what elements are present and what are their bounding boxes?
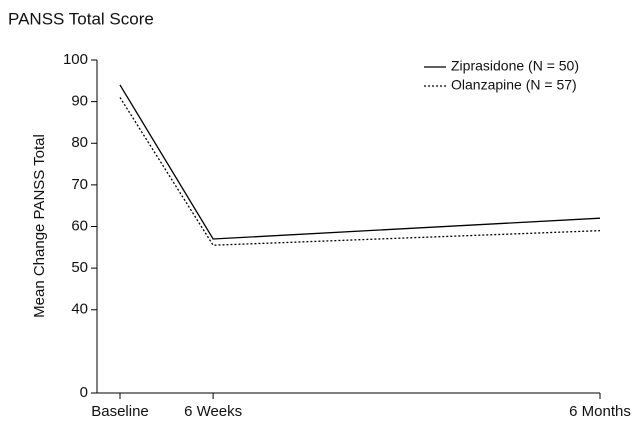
y-tick-label: 60: [71, 217, 88, 234]
y-tick-label: 80: [71, 134, 88, 151]
legend-label: Olanzapine (N = 57): [451, 77, 577, 93]
x-tick-label: Baseline: [91, 403, 149, 420]
y-tick-label: 40: [71, 301, 88, 318]
y-tick-label: 0: [80, 384, 88, 401]
y-axis-label: Mean Change PANSS Total: [31, 134, 48, 318]
legend-label: Ziprasidone (N = 50): [451, 58, 579, 74]
y-tick-label: 50: [71, 259, 88, 276]
line-series: [119, 97, 601, 246]
chart-title: PANSS Total Score: [8, 9, 154, 28]
y-tick-label: 100: [63, 51, 88, 68]
y-tick-label: 70: [71, 176, 88, 193]
x-tick-label: 6 Weeks: [184, 403, 242, 420]
y-tick-label: 90: [71, 93, 88, 110]
line-series: [119, 84, 601, 240]
x-tick-label: 6 Months: [569, 403, 631, 420]
